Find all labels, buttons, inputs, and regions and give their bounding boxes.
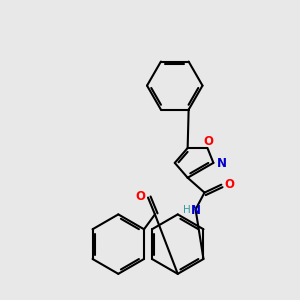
Text: O: O [203,135,214,148]
Text: N: N [217,158,227,170]
Text: O: O [224,178,234,191]
Text: H: H [183,206,190,215]
Text: O: O [135,190,145,203]
Text: N: N [190,204,201,217]
